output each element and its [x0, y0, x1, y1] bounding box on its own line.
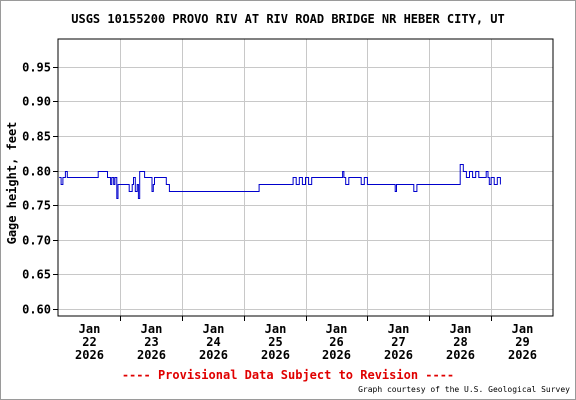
y-tick-label: 0.70 [22, 234, 51, 248]
y-axis-label: Gage height, feet [5, 122, 19, 245]
x-tick-label: Jan [203, 322, 225, 336]
x-tick-label: 24 [206, 335, 220, 349]
y-tick-label: 0.75 [22, 199, 51, 213]
x-axis-ticks: Jan222026Jan232026Jan242026Jan252026Jan2… [75, 316, 537, 362]
y-tick-label: 0.90 [22, 95, 51, 109]
x-tick-label: 2026 [508, 348, 537, 362]
x-tick-label: 2026 [384, 348, 413, 362]
data-series [59, 164, 501, 199]
y-tick-label: 0.65 [22, 268, 51, 282]
x-tick-label: 26 [329, 335, 343, 349]
x-tick-label: 2026 [261, 348, 290, 362]
provisional-data-notice: ---- Provisional Data Subject to Revisio… [121, 368, 455, 382]
x-tick-label: Jan [141, 322, 163, 336]
x-tick-label: Jan [79, 322, 101, 336]
x-tick-label: 2026 [75, 348, 104, 362]
x-tick-label: 28 [453, 335, 467, 349]
x-tick-label: Jan [326, 322, 348, 336]
x-tick-label: Jan [265, 322, 287, 336]
chart-title: USGS 10155200 PROVO RIV AT RIV ROAD BRID… [71, 12, 505, 26]
gage-height-line [59, 164, 501, 199]
x-tick-label: 2026 [322, 348, 351, 362]
plot-area [57, 38, 554, 317]
x-tick-label: 23 [144, 335, 158, 349]
x-tick-label: Jan [388, 322, 410, 336]
x-tick-label: 22 [82, 335, 96, 349]
y-tick-label: 0.85 [22, 130, 51, 144]
y-tick-label: 0.80 [22, 165, 51, 179]
y-axis-ticks: 0.60 0.65 0.70 0.75 0.80 0.85 0.90 0.95 [22, 61, 58, 317]
x-tick-label: 25 [268, 335, 282, 349]
x-tick-label: Jan [450, 322, 472, 336]
usgs-credit: Graph courtesy of the U.S. Geological Su… [358, 385, 570, 394]
x-tick-label: 2026 [446, 348, 475, 362]
x-tick-label: 29 [515, 335, 529, 349]
x-tick-label: 2026 [137, 348, 166, 362]
y-tick-label: 0.60 [22, 303, 51, 317]
y-tick-label: 0.95 [22, 61, 51, 75]
x-tick-label: 27 [391, 335, 405, 349]
x-tick-label: Jan [512, 322, 534, 336]
x-tick-label: 2026 [199, 348, 228, 362]
